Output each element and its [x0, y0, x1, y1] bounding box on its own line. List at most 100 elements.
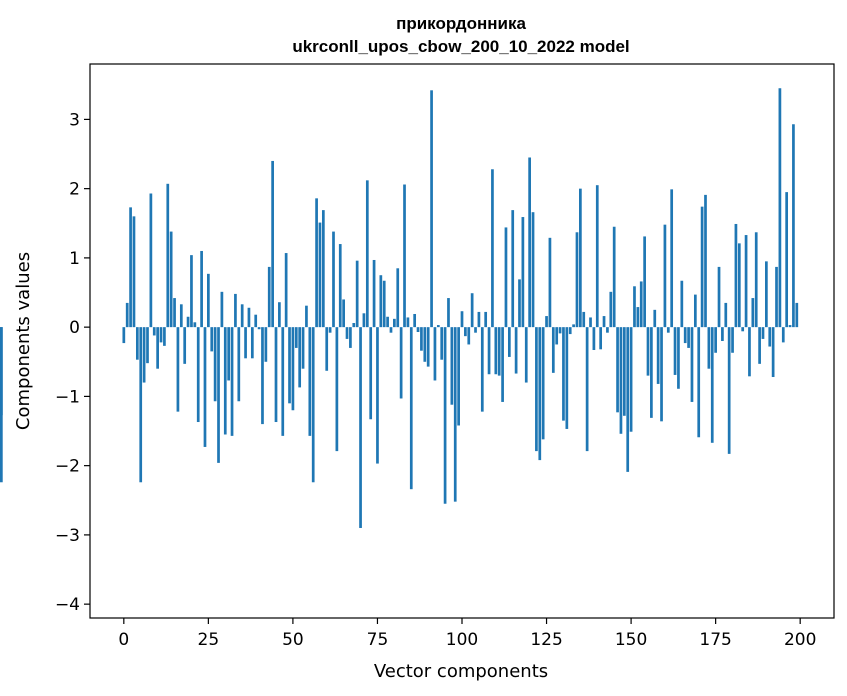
bar [335, 327, 339, 452]
y-tick-label: −4 [55, 595, 80, 615]
bar [690, 327, 694, 402]
bar [646, 327, 650, 376]
bar [186, 316, 190, 328]
bar [423, 327, 427, 362]
bar [748, 327, 751, 377]
bar [237, 327, 241, 402]
bar [775, 266, 778, 328]
x-tick-label: 25 [198, 630, 220, 650]
bar [700, 206, 704, 328]
bar [294, 327, 298, 348]
bar [413, 313, 417, 328]
bar [795, 302, 799, 328]
y-tick-label: 2 [69, 180, 80, 200]
y-axis-label: Components values [13, 252, 34, 430]
bar [582, 311, 586, 328]
bar [338, 244, 342, 328]
bar [359, 327, 362, 528]
bar [152, 327, 156, 336]
bar [474, 327, 477, 333]
bar [768, 327, 772, 347]
bar [298, 327, 302, 388]
bar [710, 327, 714, 443]
bar [291, 327, 295, 411]
bar [518, 279, 521, 328]
bar [650, 327, 653, 418]
bar [521, 217, 525, 328]
bar [514, 327, 518, 374]
bar [393, 318, 396, 328]
bar [179, 304, 183, 328]
bar [0, 327, 3, 416]
bar [254, 314, 258, 328]
y-tick-label: 0 [69, 318, 80, 338]
bar [396, 268, 400, 328]
bar [433, 327, 437, 381]
bar [464, 327, 467, 337]
bar [173, 298, 176, 328]
bar [169, 231, 173, 328]
bar [345, 327, 349, 339]
bar [761, 327, 765, 339]
bar [203, 327, 207, 447]
x-tick-label: 75 [367, 630, 389, 650]
bar [443, 327, 447, 504]
bar [166, 183, 170, 328]
bar [531, 212, 535, 328]
y-tick-label: −3 [55, 526, 80, 546]
bar [629, 327, 633, 432]
bar [717, 266, 721, 328]
bar [683, 327, 687, 344]
bar [376, 327, 379, 464]
x-tick-label: 50 [282, 630, 304, 650]
bar [365, 180, 369, 328]
bar [440, 327, 444, 360]
bar [494, 327, 498, 375]
x-axis: 0 25 50 75 100 125 150 175 200 [118, 618, 816, 650]
bar [399, 327, 403, 399]
bar [247, 307, 251, 328]
bar [524, 327, 528, 383]
bar [321, 210, 325, 328]
bar [754, 232, 758, 328]
bar [352, 323, 356, 328]
bar [555, 327, 559, 345]
bar [193, 322, 197, 328]
bar [389, 327, 393, 333]
bar [579, 188, 582, 328]
bar-series [0, 88, 799, 528]
bar [230, 327, 234, 436]
bar [139, 327, 143, 483]
bar [470, 293, 474, 328]
y-tick-label: 1 [69, 249, 80, 269]
bar [288, 327, 291, 404]
bar [501, 327, 504, 402]
bar [207, 273, 210, 328]
bar [765, 261, 768, 328]
bar [369, 327, 373, 420]
bar [595, 185, 599, 328]
x-tick-label: 175 [699, 630, 731, 650]
bar [257, 327, 261, 330]
bar [734, 223, 738, 328]
bar [129, 207, 132, 328]
bar [372, 259, 376, 328]
x-tick-label: 0 [118, 630, 129, 650]
bar [261, 327, 264, 425]
x-tick-label: 125 [530, 630, 562, 650]
bar [430, 90, 433, 328]
bar [156, 327, 159, 369]
bar [677, 327, 680, 389]
bar [491, 169, 494, 328]
bar [592, 327, 596, 350]
x-tick-label: 200 [784, 630, 816, 650]
bar [379, 275, 383, 328]
chart-title-word: прикордонника [396, 14, 526, 33]
bar [528, 157, 531, 328]
bar [196, 327, 200, 423]
bar [619, 327, 623, 434]
bar [416, 327, 420, 332]
bar [781, 327, 785, 343]
